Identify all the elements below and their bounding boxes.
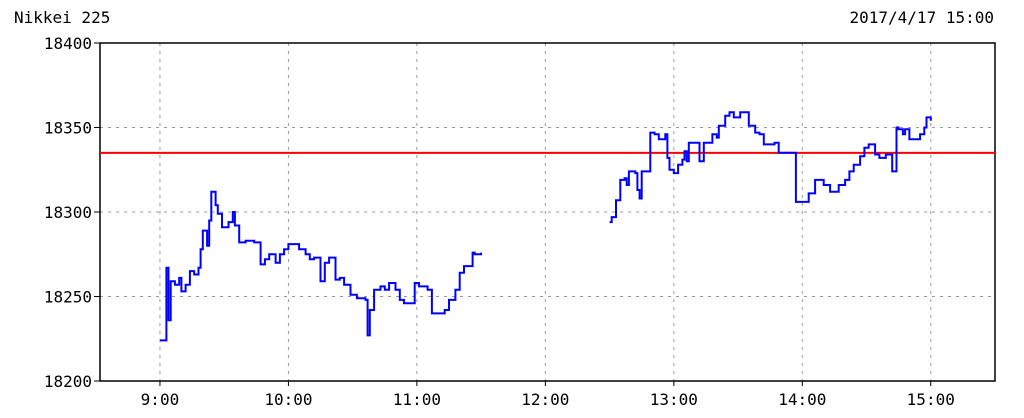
x-tick-label: 15:00 bbox=[907, 390, 955, 409]
y-tick-label: 18200 bbox=[44, 372, 92, 391]
x-tick-label: 13:00 bbox=[650, 390, 698, 409]
chart-title: Nikkei 225 bbox=[14, 8, 111, 27]
x-tick-label: 9:00 bbox=[141, 390, 180, 409]
x-tick-label: 10:00 bbox=[264, 390, 312, 409]
plot-frame bbox=[99, 42, 996, 382]
chart-timestamp: 2017/4/17 15:00 bbox=[849, 8, 995, 27]
y-tick-label: 18400 bbox=[44, 34, 92, 53]
x-tick-label: 11:00 bbox=[393, 390, 441, 409]
x-tick-label: 12:00 bbox=[521, 390, 569, 409]
x-tick-label: 14:00 bbox=[778, 390, 826, 409]
price-line-afternoon bbox=[609, 111, 932, 224]
y-tick-label: 18350 bbox=[44, 119, 92, 138]
y-tick-label: 18250 bbox=[44, 288, 92, 307]
price-line-morning bbox=[160, 190, 483, 342]
y-tick-label: 18300 bbox=[44, 203, 92, 222]
